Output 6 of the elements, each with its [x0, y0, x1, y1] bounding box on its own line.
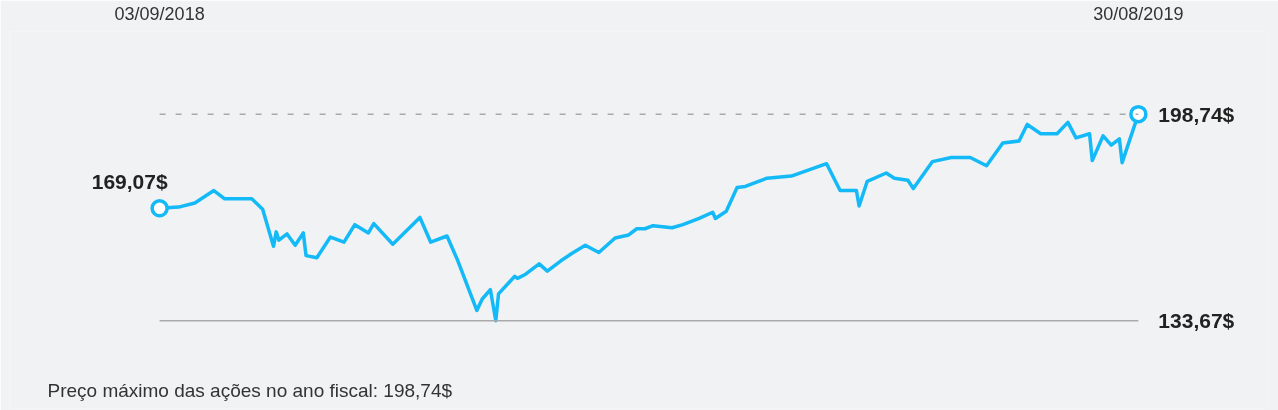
y-tick-label: 133,67$ — [1158, 309, 1235, 333]
y-tick-label: 198,74$ — [1158, 102, 1235, 126]
x-tick-label: 03/09/2018 — [114, 3, 205, 24]
annotation: Preço máximo das ações no ano fiscal: 198,74$ — [47, 379, 453, 401]
x-tick-label: 30/08/2019 — [1093, 3, 1184, 24]
annotation: 169,07$ — [91, 169, 168, 193]
